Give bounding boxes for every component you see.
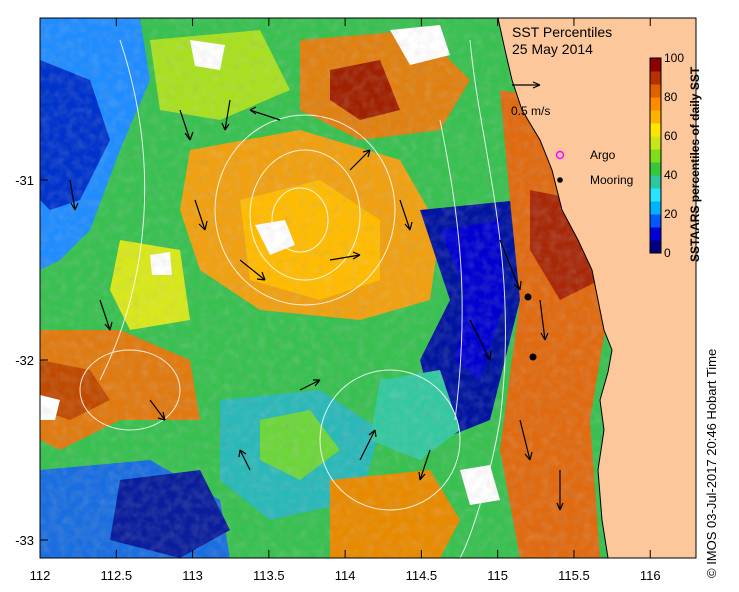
- argo-legend-icon: [555, 150, 565, 160]
- x-tick-label: 115: [487, 568, 508, 583]
- x-tick-label: 113.5: [253, 568, 285, 583]
- colorbar-segment: [650, 240, 661, 254]
- mooring-legend-icon: [557, 177, 563, 183]
- x-tick-label: 114: [335, 568, 356, 583]
- x-axis: [39, 18, 651, 558]
- colorbar-segment: [650, 175, 661, 189]
- colorbar-tick-label: 20: [664, 207, 678, 221]
- plot-frame: [39, 17, 697, 559]
- x-tick-label: 112.5: [100, 568, 132, 583]
- mooring-marker[interactable]: [524, 293, 532, 301]
- colorbar-segment: [650, 58, 661, 72]
- current-contours: [79, 39, 507, 558]
- colorbar-tick-label: 60: [664, 129, 678, 143]
- map-date: 25 May 2014: [512, 41, 593, 57]
- velocity-scale-label: 0.5 m/s: [511, 104, 550, 118]
- sst-field: [40, 18, 696, 558]
- map-title: SST Percentiles: [512, 24, 612, 40]
- mooring-marker[interactable]: [529, 353, 537, 361]
- colorbar-segment: [650, 84, 661, 98]
- x-axis-labels: 112 112.5 113 113.5 114 114.5 115 115.5 116: [30, 568, 661, 583]
- y-axis-labels: -31 -32 -33: [15, 173, 34, 548]
- colorbar-segment: [650, 97, 661, 111]
- colorbar-segment: [650, 71, 661, 85]
- x-tick-label: 113: [182, 568, 203, 583]
- y-tick-label: -32: [15, 353, 34, 368]
- y-axis: [40, 179, 48, 541]
- colorbar: [649, 57, 662, 254]
- colorbar-segment: [650, 201, 661, 215]
- y-tick-label: -31: [15, 173, 34, 188]
- colorbar-tick-label: 40: [664, 168, 678, 182]
- colorbar-segment: [650, 188, 661, 202]
- credit-text: © IMOS 03-Jul-2017 20:46 Hobart Time: [704, 348, 719, 578]
- x-tick-label: 114.5: [406, 568, 438, 583]
- colorbar-tick-label: 100: [664, 51, 684, 65]
- velocity-scale-arrow: [512, 81, 541, 89]
- colorbar-segment: [650, 162, 661, 176]
- velocity-arrows: [69, 99, 564, 511]
- colorbar-segment: [650, 149, 661, 163]
- colorbar-tick-label: 80: [664, 90, 678, 104]
- land-mass: [497, 18, 696, 558]
- x-tick-label: 115.5: [558, 568, 590, 583]
- colorbar-tick-label: 0: [664, 246, 671, 260]
- mooring-legend-label: Mooring: [590, 173, 633, 187]
- colorbar-segment: [650, 110, 661, 124]
- x-tick-label: 116: [640, 568, 661, 583]
- colorbar-segment: [650, 136, 661, 150]
- colorbar-frame: [649, 57, 662, 254]
- y-tick-label: -33: [15, 533, 34, 548]
- colorbar-segment: [650, 227, 661, 241]
- colorbar-labels: 100 80 60 40 20 0: [664, 51, 684, 260]
- argo-legend-label: Argo: [590, 148, 616, 162]
- colorbar-title: SSTAARS percentiles of daily SST: [688, 66, 702, 262]
- colorbar-segment: [650, 123, 661, 137]
- colorbar-segment: [650, 214, 661, 228]
- x-tick-label: 112: [30, 568, 51, 583]
